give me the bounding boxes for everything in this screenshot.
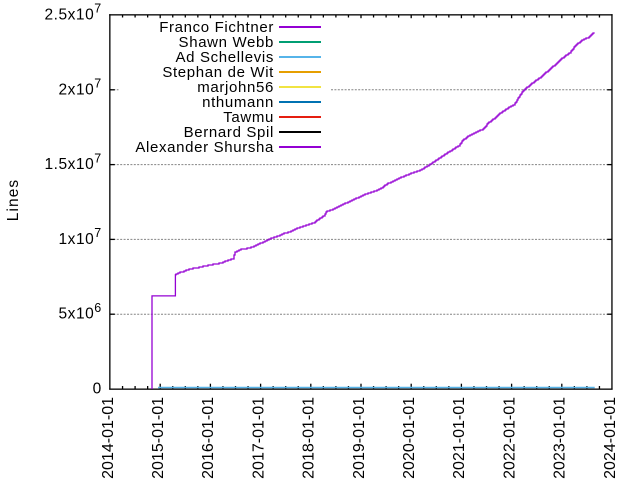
svg-text:Stephan de Wit: Stephan de Wit (162, 64, 274, 81)
svg-text:2023-01-01: 2023-01-01 (552, 397, 569, 479)
svg-text:2020-01-01: 2020-01-01 (401, 397, 418, 479)
svg-text:Bernard Spil: Bernard Spil (184, 124, 274, 141)
svg-text:2014-01-01: 2014-01-01 (100, 397, 117, 479)
svg-text:2024-01-01: 2024-01-01 (602, 397, 619, 479)
svg-text:Ad Schellevis: Ad Schellevis (176, 49, 275, 66)
svg-text:1x107: 1x107 (58, 226, 101, 248)
svg-text:2016-01-01: 2016-01-01 (200, 397, 217, 479)
svg-text:2021-01-01: 2021-01-01 (451, 397, 468, 479)
svg-text:1.5x107: 1.5x107 (44, 151, 101, 173)
svg-text:2018-01-01: 2018-01-01 (301, 397, 318, 479)
svg-text:marjohn56: marjohn56 (197, 79, 274, 96)
svg-text:Alexander Shursha: Alexander Shursha (135, 139, 274, 156)
svg-text:5x106: 5x106 (58, 301, 101, 323)
svg-text:2019-01-01: 2019-01-01 (351, 397, 368, 479)
svg-text:Tawmu: Tawmu (223, 109, 274, 126)
svg-text:0: 0 (93, 381, 102, 398)
svg-text:2022-01-01: 2022-01-01 (501, 397, 518, 479)
svg-text:nthumann: nthumann (202, 94, 274, 111)
svg-text:2.5x107: 2.5x107 (44, 2, 101, 24)
svg-text:2015-01-01: 2015-01-01 (150, 397, 167, 479)
svg-text:Shawn Webb: Shawn Webb (179, 34, 274, 51)
svg-text:2x107: 2x107 (58, 77, 101, 99)
svg-text:Lines: Lines (5, 179, 22, 222)
svg-text:2017-01-01: 2017-01-01 (250, 397, 267, 479)
svg-text:Franco Fichtner: Franco Fichtner (159, 19, 274, 36)
